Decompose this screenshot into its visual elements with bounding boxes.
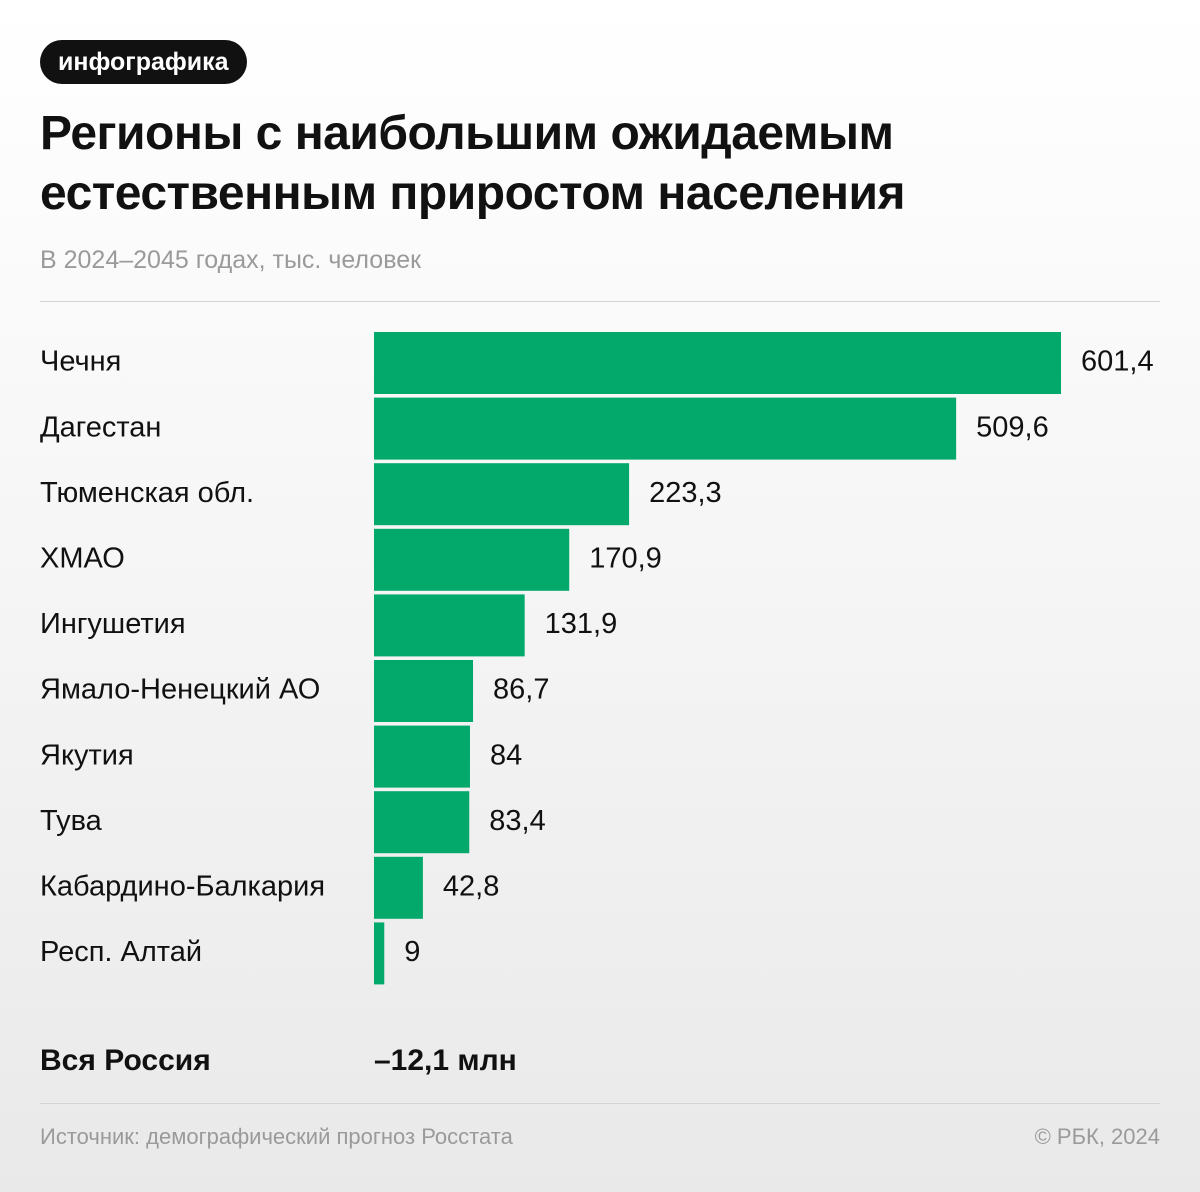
bar	[374, 463, 630, 526]
category-label: Ингушетия	[40, 608, 186, 640]
category-label: Респ. Алтай	[40, 936, 202, 968]
value-label: 86,7	[493, 674, 549, 706]
chart-title: Регионы с наибольшим ожидаемым естествен…	[40, 107, 906, 220]
category-label: Чечня	[40, 346, 121, 378]
divider	[40, 1103, 1160, 1104]
bar	[374, 922, 385, 985]
divider	[40, 301, 1160, 302]
value-label: 223,3	[649, 477, 722, 509]
bar	[374, 660, 474, 722]
value-label: 83,4	[489, 805, 545, 837]
summary-label: Вся Россия	[40, 1044, 211, 1077]
category-label: Тува	[40, 805, 103, 837]
value-label: 601,4	[1081, 346, 1154, 378]
tag: инфографика	[40, 40, 247, 84]
value-label: 9	[404, 936, 420, 968]
value-label: 170,9	[589, 542, 662, 574]
bar	[374, 594, 525, 657]
bar	[374, 725, 470, 788]
bar	[374, 528, 570, 591]
category-label: Тюменская обл.	[40, 477, 254, 509]
category-label: ХМАО	[40, 542, 125, 574]
value-label: 509,6	[976, 411, 1049, 443]
value-label: 131,9	[545, 608, 618, 640]
copyright: © РБК, 2024	[1034, 1124, 1160, 1149]
category-label: Ямало-Ненецкий АО	[40, 674, 320, 706]
value-label: 42,8	[443, 870, 499, 902]
value-label: 84	[490, 739, 522, 771]
source: Источник: демографический прогноз Росста…	[40, 1124, 513, 1149]
chart: Чечня 601,4 Дагестан 509,6 Тюменская обл. 223…	[40, 332, 1154, 985]
chart-subtitle: В 2024–2045 годах, тыс. человек	[40, 246, 422, 274]
category-label: Якутия	[40, 739, 134, 771]
bar	[374, 332, 1061, 394]
bar	[374, 856, 423, 919]
bar	[374, 791, 470, 854]
summary-value: –12,1 млн	[374, 1044, 517, 1077]
category-label: Дагестан	[40, 411, 161, 443]
category-label: Кабардино-Балкария	[40, 870, 325, 902]
bar	[374, 397, 957, 460]
